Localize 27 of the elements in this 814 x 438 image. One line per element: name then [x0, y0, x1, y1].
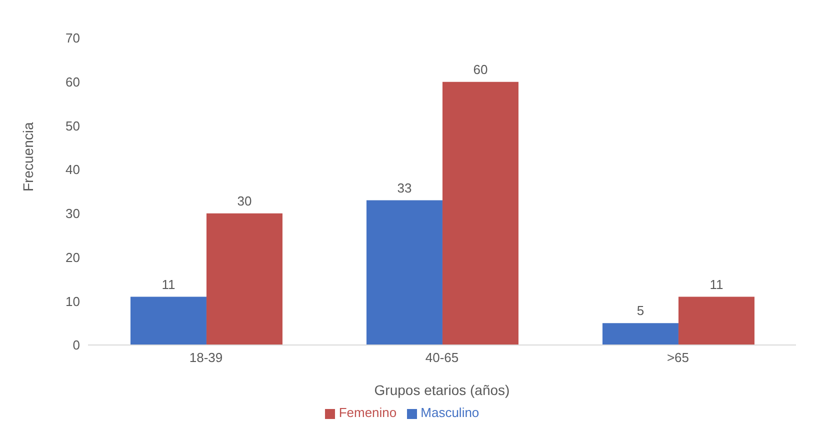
bar [442, 82, 518, 345]
bar [130, 296, 206, 345]
data-label: 11 [162, 276, 176, 292]
x-tick-label: >65 [666, 350, 690, 366]
x-tick-label: 40-65 [425, 350, 459, 366]
data-label: 30 [237, 193, 252, 208]
y-tick-label: 10 [66, 294, 80, 309]
data-label: 33 [397, 180, 412, 196]
data-label: 5 [636, 303, 644, 318]
legend-label: Femenino [338, 405, 397, 420]
y-tick-label: 70 [66, 30, 80, 46]
y-tick-label: 0 [72, 338, 80, 353]
y-tick-label: 40 [66, 162, 80, 178]
y-tick-label: 60 [66, 74, 80, 90]
x-tick-label: 18-39 [189, 350, 223, 366]
bar [366, 200, 442, 345]
y-tick-label: 50 [66, 118, 80, 134]
bar [602, 323, 678, 345]
x-axis-title: Grupos etarios (años) [374, 382, 510, 398]
bar [678, 296, 754, 345]
data-label: 60 [473, 62, 488, 77]
y-tick-label: 30 [66, 206, 80, 222]
legend-label: Masculino [420, 405, 480, 420]
data-label: 11 [710, 276, 724, 292]
bar [206, 213, 282, 345]
y-axis-title: Frecuencia [20, 122, 36, 192]
y-tick-label: 20 [66, 250, 80, 265]
